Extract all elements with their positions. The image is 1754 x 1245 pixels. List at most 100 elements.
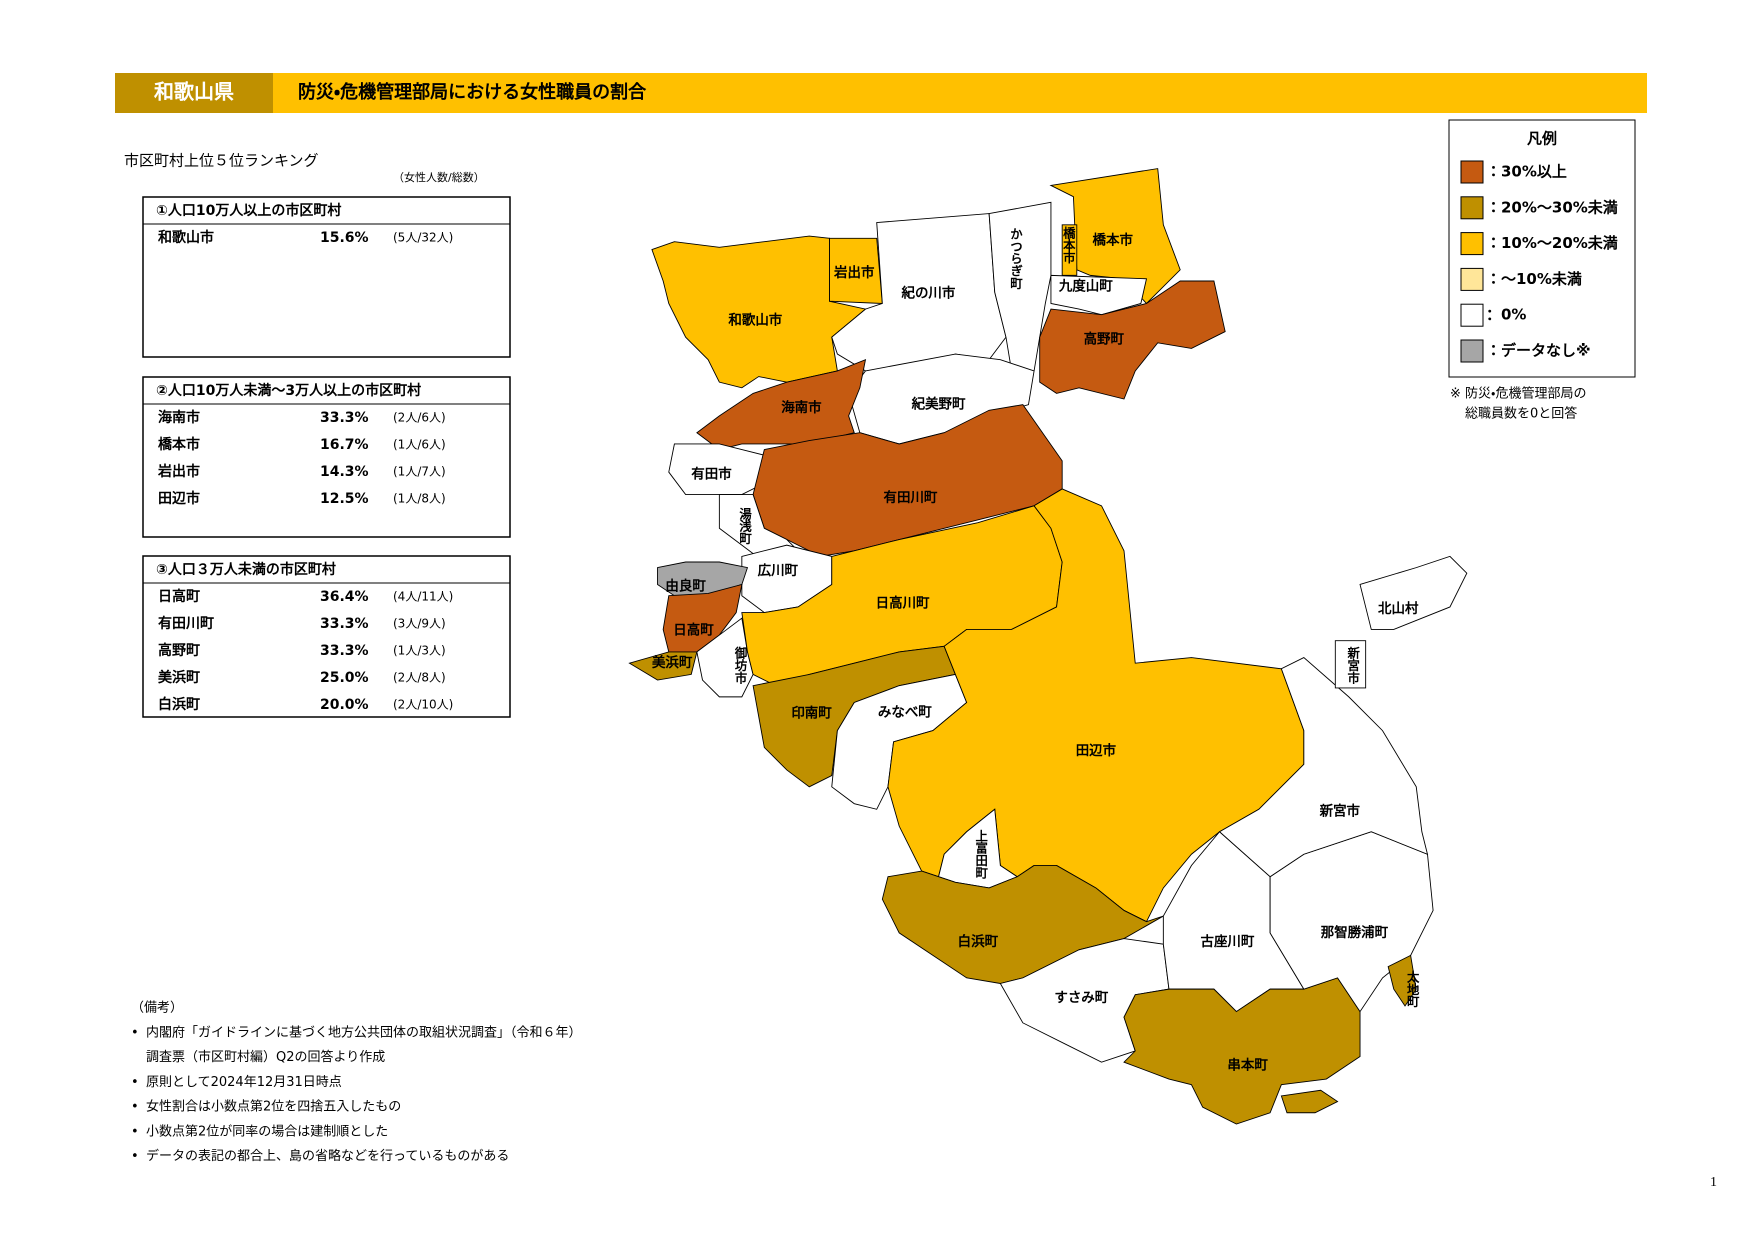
municipality-label: 新宮市 [1346,646,1361,685]
note-text: データの表記の都合上、島の省略などを行っているものがある [146,1148,509,1164]
legend: ：30%以上 ：20%～30%未満 ：10%～20%未満 ：～10%未満 ：0% ：データ… [1460,160,1618,363]
rank-name: 有田川町 [158,615,214,632]
legend-swatch [1460,160,1484,184]
note-bullet: • [131,1075,139,1090]
rank-name: 高野町 [158,642,200,659]
municipality-label: 由良町 [665,578,706,595]
rank-name: 岩出市 [157,463,200,480]
rank-ratio: 36.4% [320,589,369,605]
municipality-label: 九度山町 [1058,278,1113,295]
municipality-label: 橋本市 [1093,232,1134,249]
rank-name: 和歌山市 [158,229,214,246]
municipality-label: 橋本市 [1061,225,1076,264]
municipality-label: 太地町 [1405,969,1420,1008]
municipality [1387,954,1417,1007]
rank-count: (1人/7人) [393,465,446,479]
legend-note: ※ 防災・危機管理部局の [1450,386,1586,402]
ranking-unit: （女性人数/総数） [393,170,485,184]
municipality-label: 紀美野町 [911,396,966,413]
note-text: 小数点第2位が同率の場合は建制順とした [146,1123,388,1139]
legend-label: ：データなし※ [1486,342,1591,360]
legend-note: 総職員数を0と回答 [1465,406,1577,422]
municipality [668,443,765,496]
municipality-label: 有田川町 [884,489,938,506]
municipality-label: 那智勝浦町 [1321,924,1389,941]
rank-name: 田辺市 [158,490,200,507]
municipality-label: 印南町 [791,705,832,722]
header-title-box [273,73,1647,113]
municipality-label: 古座川町 [1200,933,1254,950]
rank-ratio: 33.3% [320,616,369,632]
municipality-label: 海南市 [781,399,822,416]
rank-ratio: 15.6% [320,230,369,246]
municipality-label: かつらぎ町 [1008,227,1022,289]
rank-name: 日高町 [158,588,200,605]
legend-label: ：30%以上 [1486,163,1567,181]
note-bullet: • [131,1124,139,1139]
notes: • 内閣府「ガイドラインに基づく地方公共団体の取組状況調査」（令和６年） 調査票（市… [131,1025,582,1165]
municipality-label: 日高町 [673,622,714,639]
note-text: 調査票（市区町村編）Q2の回答より作成 [146,1049,385,1065]
legend-swatch [1460,267,1484,291]
rank-ratio: 14.3% [320,464,369,480]
legend-label: ：20%～30%未満 [1486,198,1618,216]
note-text: 原則として2024年12月31日時点 [146,1075,342,1090]
note-text: 内閣府「ガイドラインに基づく地方公共団体の取組状況調査」（令和６年） [146,1025,582,1041]
municipality-label: 湯浅町 [738,506,752,545]
ranking-box [142,196,511,358]
rank-name: 橋本市 [158,436,200,453]
ranking-box [142,555,511,718]
rank-count: (2人/8人) [393,671,446,685]
municipality [1039,280,1226,400]
section-title: ③人口３万人未満の市区町村 [156,561,336,578]
header-title: 防災・危機管理部局における女性職員の割合 [298,81,647,103]
municipality-part [1280,1089,1339,1114]
municipality-label: 北山村 [1378,600,1419,617]
note-bullet: • [131,1026,139,1041]
municipality-part [1334,640,1367,689]
rank-ratio: 12.5% [320,491,369,507]
header-prefecture: 和歌山県 [154,80,234,104]
rank-count: (5人/32人) [393,231,453,245]
legend-label: ：10%～20%未満 [1486,234,1618,252]
ranking-box [142,376,511,538]
section-title: ②人口10万人未満～3万人以上の市区町村 [156,382,421,399]
note-bullet: • [131,1100,139,1115]
ranking-title: 市区町村上位５位ランキング [124,152,319,170]
municipality [1359,555,1468,630]
municipality-label: 白浜町 [958,933,999,950]
rank-count: (2人/10人) [393,698,453,712]
legend-label: ：～10%未満 [1486,270,1582,288]
note-text: 女性割合は小数点第2位を四捨五入したもの [146,1099,401,1115]
municipality-label: 和歌山市 [728,311,782,328]
legend-swatch [1460,303,1484,327]
page-number: 1 [1710,1175,1717,1190]
municipality [1123,977,1361,1125]
rank-ratio: 20.0% [320,697,369,713]
legend-swatch [1460,196,1484,220]
municipality-label: すさみ町 [1054,990,1108,1006]
municipality [988,201,1052,372]
rank-count: (1人/6人) [393,438,446,452]
legend-title: 凡例 [1527,130,1557,148]
municipality-label: 新宮市 [1319,803,1361,820]
municipality-label: 御坊市 [733,646,748,685]
rank-name: 美浜町 [158,669,200,686]
header-pref-box [115,73,273,113]
rank-count: (4人/11人) [393,590,453,604]
rank-count: (2人/6人) [393,411,446,425]
rank-name: 海南市 [158,409,200,426]
rank-count: (3人/9人) [393,617,446,631]
municipality-part [1061,224,1078,276]
rank-ratio: 33.3% [320,410,369,426]
notes-title: （備考） [131,1001,183,1016]
municipality [628,651,698,681]
rank-ratio: 25.0% [320,670,369,686]
rank-name: 白浜町 [158,696,200,713]
municipality-label: 広川町 [758,562,799,579]
municipality-label: 美浜町 [651,654,693,671]
municipality-label: みなべ町 [878,705,932,721]
legend-swatch [1460,232,1484,256]
